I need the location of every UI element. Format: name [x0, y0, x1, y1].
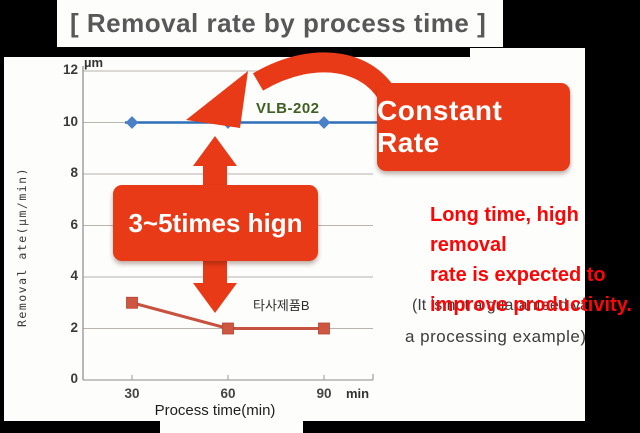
y-tick-label: 8 — [70, 165, 78, 180]
constant-rate-label: Constant Rate — [377, 95, 503, 158]
productivity-note: Long time, high removal rate is expected… — [430, 200, 640, 320]
times-high-callout: 3~5times hign — [113, 185, 318, 261]
y-tick-label: 6 — [70, 216, 78, 232]
x-axis-title: Process time(min) — [154, 402, 276, 419]
y-tick-label: 4 — [70, 268, 78, 283]
note-red-line1: Long time, high removal — [430, 204, 579, 256]
note-red-line2: rate is expected to — [430, 264, 606, 286]
note-red-line3: improve productivity. — [430, 294, 632, 316]
gray-note-clip: (It is not a guaranteed va a processing … — [4, 57, 585, 421]
constant-rate-callout: Constant Rate — [377, 83, 570, 171]
panel-corner-patch — [470, 48, 585, 58]
x-tick-label: 30 — [124, 386, 140, 401]
y-tick-label: 10 — [62, 113, 78, 129]
title-band — [57, 0, 503, 47]
y-axis-title: Removal ate(µm/min) — [15, 166, 29, 328]
curved-arrowhead — [186, 71, 248, 128]
x-axis-unit-label: min — [346, 386, 370, 401]
y-axis-unit-label: µm — [84, 55, 104, 70]
chart-panel: (It is not a guaranteed va a processing … — [4, 57, 585, 421]
y-tick-label: 0 — [70, 371, 78, 386]
note-gray-line1: (It is not a guaranteed va — [412, 297, 585, 314]
series-label-competitor: 타사제품B — [253, 298, 310, 313]
x-tick-label: 60 — [220, 386, 236, 401]
axis-label-notch — [160, 421, 303, 433]
page-title: [ Removal rate by process time ] — [70, 8, 487, 38]
x-tick-label: 90 — [316, 386, 332, 401]
y-tick-label: 12 — [62, 62, 78, 77]
y-tick-label: 2 — [70, 319, 78, 335]
down-arrowhead — [193, 283, 237, 313]
times-high-label: 3~5times hign — [128, 207, 303, 238]
up-arrowhead — [193, 136, 237, 166]
note-gray-line2: a processing example) — [405, 327, 585, 346]
series-label-vlb202: VLB-202 — [256, 100, 320, 117]
